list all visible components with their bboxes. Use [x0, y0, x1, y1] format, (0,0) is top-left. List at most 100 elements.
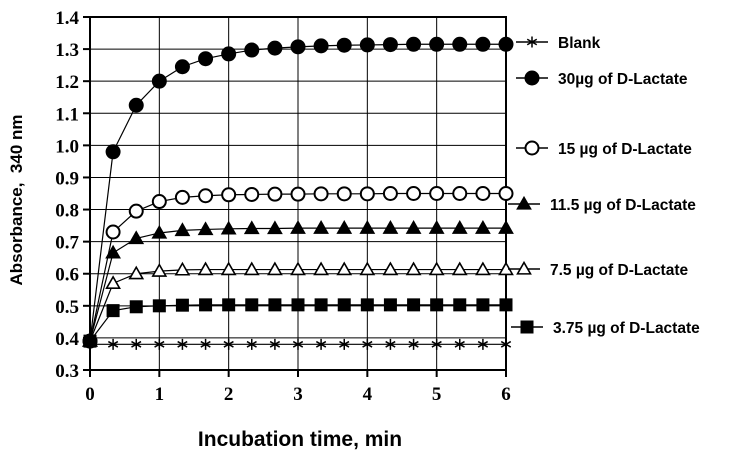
- data-point: [174, 261, 191, 276]
- data-point: [267, 261, 283, 276]
- data-point: [336, 186, 352, 202]
- data-point: [315, 338, 327, 350]
- data-point: [243, 220, 260, 235]
- x-axis-title: Incubation time, min: [198, 428, 402, 451]
- data-point: [174, 59, 190, 75]
- data-point: [336, 37, 352, 53]
- data-point: [336, 220, 353, 234]
- data-point: [197, 221, 214, 236]
- data-point: [452, 186, 468, 201]
- data-point: [154, 338, 165, 350]
- legend-entry-15-g-of-d-lactate: 15 µg of D-Lactate: [516, 140, 692, 158]
- data-point: [429, 36, 445, 52]
- y-tick-label: 1.4: [55, 8, 79, 29]
- data-point: [290, 186, 306, 202]
- data-point: [245, 298, 259, 312]
- data-point: [385, 338, 396, 350]
- data-point: [198, 188, 214, 204]
- legend-marker: [526, 36, 538, 48]
- data-point: [220, 261, 237, 276]
- data-point: [382, 261, 399, 276]
- y-axis-title: Absorbance, 340 nm: [7, 114, 26, 285]
- data-point: [220, 220, 237, 235]
- x-tick-label: 2: [224, 384, 234, 405]
- x-tick-label: 5: [432, 384, 442, 405]
- data-point: [106, 304, 120, 318]
- data-point: [405, 261, 422, 276]
- data-point: [339, 338, 350, 350]
- legend-label: Blank: [558, 35, 601, 52]
- data-point: [313, 186, 329, 202]
- data-point: [267, 220, 283, 235]
- data-point: [499, 298, 513, 312]
- legend-label: 3.75 µg of D-Lactate: [553, 320, 700, 337]
- legend-marker: [516, 260, 532, 275]
- y-tick-label: 0.9: [55, 168, 79, 189]
- data-point: [128, 97, 144, 113]
- data-point: [406, 186, 422, 201]
- data-point: [292, 338, 304, 350]
- data-point: [105, 275, 121, 290]
- data-point: [151, 73, 167, 89]
- data-point: [475, 36, 491, 52]
- legend-entry-7-5-g-of-d-lactate: 7.5 µg of D-Lactate: [508, 260, 689, 279]
- legend-label: 30µg of D-Lactate: [558, 71, 688, 88]
- series-blank: [84, 338, 512, 350]
- x-tick-label: 3: [293, 384, 303, 405]
- data-point: [105, 224, 121, 240]
- data-point: [290, 261, 306, 276]
- data-point: [477, 338, 489, 350]
- y-tick-label: 0.6: [55, 265, 79, 286]
- data-point: [83, 334, 97, 348]
- legend-label: 7.5 µg of D-Lactate: [550, 262, 689, 279]
- data-point: [406, 36, 422, 52]
- series-30-g-of-d-lactate: [82, 36, 514, 349]
- data-point: [498, 220, 514, 234]
- data-point: [429, 186, 445, 201]
- data-point: [174, 189, 190, 205]
- data-point: [128, 265, 145, 280]
- y-tick-label: 1.3: [55, 40, 79, 61]
- data-point: [244, 42, 260, 58]
- data-point: [246, 338, 257, 350]
- legend-label: 11.5 µg of D-Lactate: [550, 197, 696, 214]
- legend-marker: [524, 140, 540, 156]
- data-point: [152, 299, 166, 313]
- data-point: [428, 261, 445, 276]
- data-point: [313, 38, 329, 54]
- data-point: [475, 186, 491, 201]
- y-tick-label: 0.5: [55, 297, 79, 318]
- data-point: [336, 261, 353, 276]
- data-point: [221, 187, 237, 203]
- data-point: [451, 261, 468, 276]
- data-point: [500, 338, 512, 350]
- data-point: [454, 338, 465, 350]
- x-tick-label: 1: [155, 384, 165, 405]
- y-tick-label: 0.7: [55, 233, 79, 254]
- x-tick-label: 0: [85, 384, 95, 405]
- legend-marker: [524, 70, 540, 86]
- y-tick-label: 1.0: [55, 136, 79, 157]
- data-point: [105, 144, 121, 160]
- data-point: [291, 298, 305, 312]
- data-point: [128, 230, 145, 245]
- data-point: [382, 37, 398, 53]
- data-point: [359, 37, 375, 53]
- data-point: [223, 338, 234, 350]
- data-point: [151, 263, 168, 277]
- data-point: [198, 51, 214, 67]
- data-point: [222, 298, 236, 312]
- data-point: [337, 298, 351, 312]
- data-point: [362, 338, 373, 350]
- data-point: [313, 220, 329, 234]
- legend-label: 15 µg of D-Lactate: [558, 141, 692, 158]
- data-point: [498, 186, 514, 201]
- data-point: [267, 186, 283, 202]
- data-point: [290, 39, 306, 55]
- data-point: [314, 298, 328, 312]
- data-point: [498, 36, 514, 52]
- data-point: [151, 194, 167, 210]
- data-point: [359, 186, 375, 202]
- data-point: [476, 298, 490, 312]
- data-point: [244, 186, 260, 202]
